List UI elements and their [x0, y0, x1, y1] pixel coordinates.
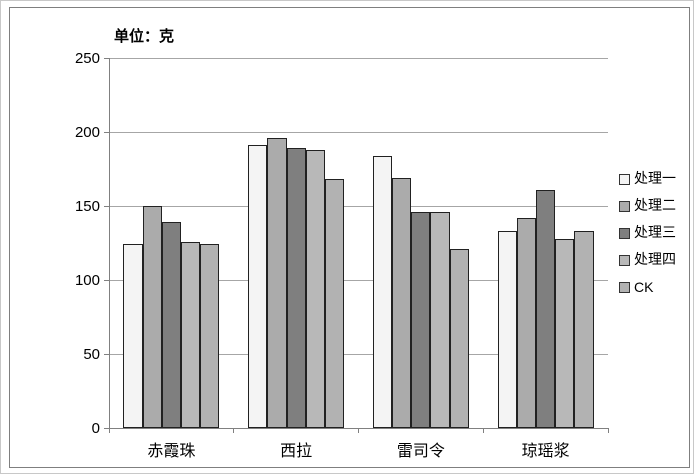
legend-swatch	[619, 255, 630, 266]
chart-border	[9, 7, 690, 468]
legend-label: 处理二	[634, 199, 676, 214]
legend-swatch	[619, 228, 630, 239]
legend-swatch	[619, 201, 630, 212]
legend-label: 处理一	[634, 172, 676, 187]
legend-label: CK	[634, 279, 654, 295]
legend-label: 处理四	[634, 253, 676, 268]
legend-label: 处理三	[634, 226, 676, 241]
legend: 处理一处理二处理三处理四 CK	[619, 171, 676, 306]
legend-item-处理二: 处理二	[619, 198, 676, 215]
legend-swatch	[619, 174, 630, 185]
legend-item-处理一: 处理一	[619, 171, 676, 188]
unit-label: 单位：克	[114, 29, 175, 45]
legend-swatch	[619, 282, 630, 293]
legend-item-处理四: 处理四	[619, 252, 676, 269]
legend-item-处理三: 处理三	[619, 225, 676, 242]
legend-item-CK: CK	[619, 279, 676, 296]
